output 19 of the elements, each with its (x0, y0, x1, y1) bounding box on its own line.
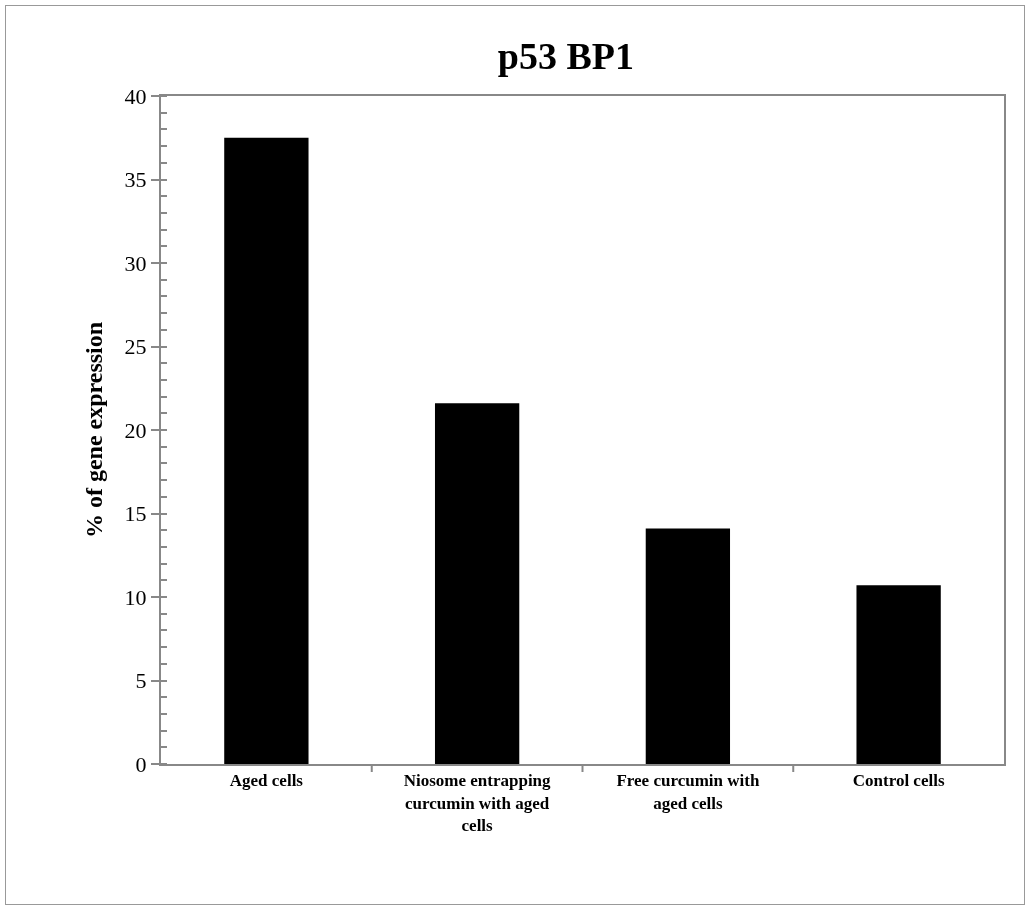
bar (224, 137, 309, 764)
x-tick-label: Free curcumin with aged cells (616, 771, 760, 813)
y-tick-label: 0 (135, 751, 147, 777)
x-tick-label: Control cells (852, 771, 945, 791)
y-tick-label: 30 (124, 250, 147, 276)
chart-title: p53 BP1 (497, 34, 634, 77)
bar (645, 528, 731, 764)
y-axis-title: % of gene expression (81, 321, 107, 539)
y-tick-label: 10 (124, 584, 147, 610)
y-tick-label: 20 (124, 417, 147, 443)
x-tick-label: Niosome entrapping curcumin with aged cells (403, 771, 552, 835)
y-tick-label: 15 (124, 501, 147, 527)
y-tick-label: 5 (135, 668, 147, 694)
y-tick-label: 35 (124, 167, 147, 193)
y-tick-label: 25 (124, 334, 147, 360)
x-tick-label: Aged cells (229, 771, 304, 791)
bar (434, 403, 520, 764)
bar (856, 585, 941, 764)
y-tick-label: 40 (124, 83, 147, 109)
